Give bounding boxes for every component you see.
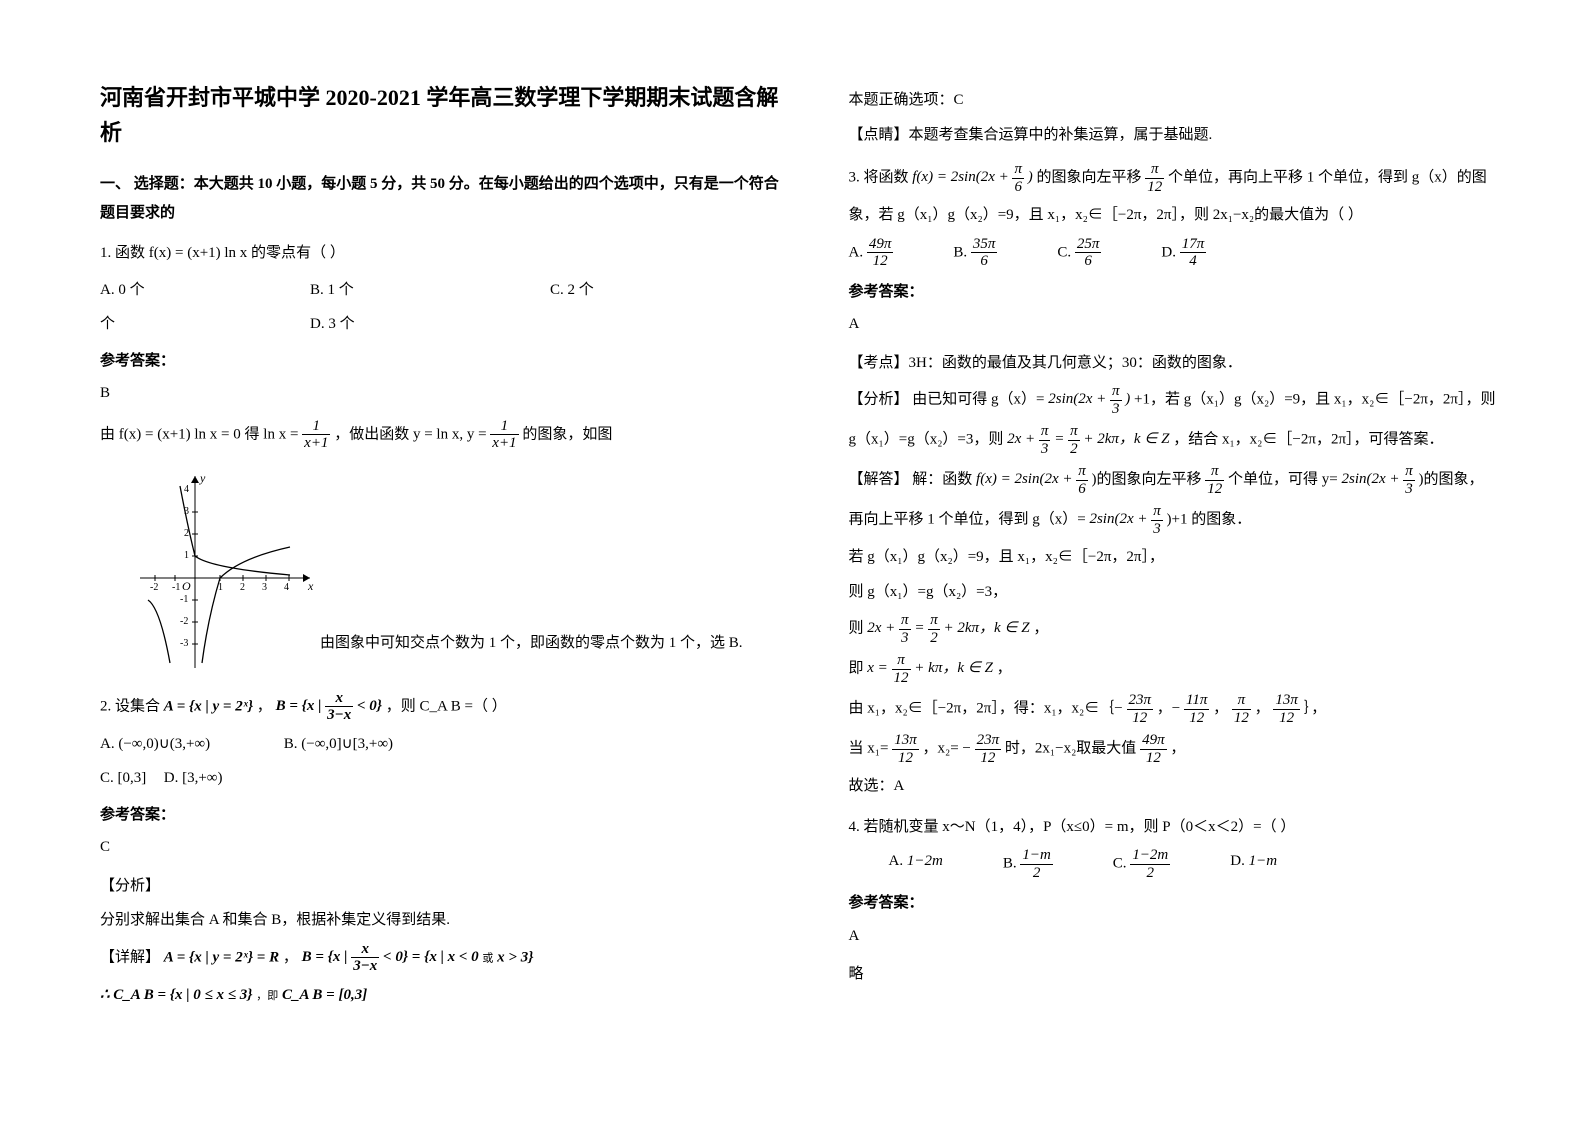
q2-detail: 【详解】 A = {x | y = 2ˣ} = R ， B = {x | x3−… xyxy=(100,941,789,975)
svg-text:x: x xyxy=(307,579,314,593)
q1-option-c-cont: 个 xyxy=(100,310,250,339)
q4-stem: 4. 若随机变量 x～N（1，4），P（x≤0）= m，则 P（0＜x＜2）=（… xyxy=(849,813,1538,842)
q3-jieda-line4: 则 g（x₁）=g（x₂）=3， xyxy=(849,578,1538,607)
svg-text:y: y xyxy=(199,471,206,485)
right-column: 本题正确选项：C 【点睛】本题考查集合运算中的补集运算，属于基础题. 3. 将函… xyxy=(849,80,1538,1021)
q2-analysis-label: 【分析】 xyxy=(100,872,789,901)
question-4: 4. 若随机变量 x～N（1，4），P（x≤0）= m，则 P（0＜x＜2）=（… xyxy=(849,813,1538,989)
q1-answer-label: 参考答案： xyxy=(100,347,789,376)
q2-option-d: D. [3,+∞) xyxy=(164,770,223,786)
q1-option-c: C. 2 个 xyxy=(550,276,594,305)
q4-answer-label: 参考答案： xyxy=(849,889,1538,918)
svg-text:4: 4 xyxy=(184,484,189,495)
col2-line1: 本题正确选项：C xyxy=(849,86,1538,115)
q2-answer-label: 参考答案： xyxy=(100,801,789,830)
q2-stem: 2. 设集合 A = {x | y = 2ˣ} ， B = {x | x3−x … xyxy=(100,690,789,724)
q3-stem: 3. 将函数 f(x) = 2sin(2x + π6 ) 的图象向左平移 π12… xyxy=(849,161,1538,195)
q3-answer-label: 参考答案： xyxy=(849,278,1538,307)
q3-answer: A xyxy=(849,310,1538,339)
q2-conclusion: ∴ C_A B = {x | 0 ≤ x ≤ 3} ，即 C_A B = [0,… xyxy=(100,981,789,1010)
q3-stem-line2: 象，若 g（x₁）g（x₂）=9，且 x₁，x₂∈［−2π，2π］，则 2x₁−… xyxy=(849,201,1538,230)
q3-jieda-line5: 则 2x + π3 = π2 + 2kπ，k ∈ Z ， xyxy=(849,612,1538,646)
page-title: 河南省开封市平城中学 2020-2021 学年高三数学理下学期期末试题含解析 xyxy=(100,80,789,150)
q2-option-a: A. (−∞,0)∪(3,+∞) xyxy=(100,730,280,759)
question-3: 3. 将函数 f(x) = 2sin(2x + π6 ) 的图象向左平移 π12… xyxy=(849,161,1538,801)
q3-conclusion: 故选：A xyxy=(849,772,1538,801)
q3-kaodian: 【考点】3H：函数的最值及其几何意义；30：函数的图象． xyxy=(849,349,1538,378)
q3-jieda-line3: 若 g（x₁）g（x₂）=9，且 x₁，x₂∈［−2π，2π］， xyxy=(849,543,1538,572)
svg-text:3: 3 xyxy=(262,582,267,593)
q3-jieda-line2: 再向上平移 1 个单位，得到 g（x）= 2sin(2x + π3 )+1 的图… xyxy=(849,503,1538,537)
q1-option-d: D. 3 个 xyxy=(310,310,355,339)
q1-graph-caption: 由图象中可知交点个数为 1 个，即函数的零点个数为 1 个，选 B. xyxy=(320,629,743,658)
graph-svg: y x O -2 -1 1 2 3 4 1 2 3 4 xyxy=(140,468,320,668)
q2-option-b: B. (−∞,0]∪[3,+∞) xyxy=(284,736,393,752)
svg-text:-1: -1 xyxy=(172,582,180,593)
svg-text:-3: -3 xyxy=(180,638,188,649)
svg-text:2: 2 xyxy=(240,582,245,593)
svg-text:-2: -2 xyxy=(150,582,158,593)
q1-option-a: A. 0 个 xyxy=(100,276,250,305)
q3-jieda-line8: 当 x₁= 13π12 ，x₂= − 23π12 时，2x₁−x₂取最大值 49… xyxy=(849,732,1538,766)
q1-option-b: B. 1 个 xyxy=(310,276,490,305)
col2-line2: 【点睛】本题考查集合运算中的补集运算，属于基础题. xyxy=(849,121,1538,150)
svg-text:4: 4 xyxy=(284,582,289,593)
question-2: 2. 设集合 A = {x | y = 2ˣ} ， B = {x | x3−x … xyxy=(100,690,789,1010)
q3-fenxi-line2: g（x₁）=g（x₂）=3，则 2x + π3 = π2 + 2kπ，k ∈ Z… xyxy=(849,423,1538,457)
q2-answer: C xyxy=(100,833,789,862)
section-heading: 一、 选择题：本大题共 10 小题，每小题 5 分，共 50 分。在每小题给出的… xyxy=(100,170,789,227)
q3-jieda-line7: 由 x₁，x₂∈［−2π，2π］，得：x₁，x₂∈｛− 23π12 ，− 11π… xyxy=(849,692,1538,726)
svg-text:-1: -1 xyxy=(180,594,188,605)
q3-fenxi: 【分析】 由已知可得 g（x）= 2sin(2x + π3 ) +1，若 g（x… xyxy=(849,383,1538,417)
q1-explain: 由 f(x) = (x+1) ln x = 0 得 ln x = 1x+1 ，做… xyxy=(100,418,789,452)
q4-options: A. 1−2m B. 1−m2 C. 1−2m2 D. 1−m xyxy=(889,847,1538,881)
q1-stem: 1. 函数 f(x) = (x+1) ln x 的零点有（ ） xyxy=(100,239,789,268)
svg-text:-2: -2 xyxy=(180,616,188,627)
svg-text:O: O xyxy=(182,579,191,593)
q1-graph: y x O -2 -1 1 2 3 4 1 2 3 4 xyxy=(140,468,320,668)
q2-option-c: C. [0,3] xyxy=(100,764,160,793)
svg-text:1: 1 xyxy=(184,550,189,561)
q4-answer: A xyxy=(849,922,1538,951)
q3-jieda-line6: 即 x = π12 + kπ，k ∈ Z ， xyxy=(849,652,1538,686)
question-1: 1. 函数 f(x) = (x+1) ln x 的零点有（ ） A. 0 个 B… xyxy=(100,239,789,678)
q4-brief: 略 xyxy=(849,960,1538,989)
q2-analysis: 分别求解出集合 A 和集合 B，根据补集定义得到结果. xyxy=(100,906,789,935)
left-column: 河南省开封市平城中学 2020-2021 学年高三数学理下学期期末试题含解析 一… xyxy=(100,80,789,1021)
q1-answer: B xyxy=(100,379,789,408)
q3-jieda: 【解答】 解：函数 f(x) = 2sin(2x + π6 )的图象向左平移 π… xyxy=(849,463,1538,497)
q3-options: A. 49π12 B. 35π6 C. 25π6 D. 17π4 xyxy=(849,236,1538,270)
